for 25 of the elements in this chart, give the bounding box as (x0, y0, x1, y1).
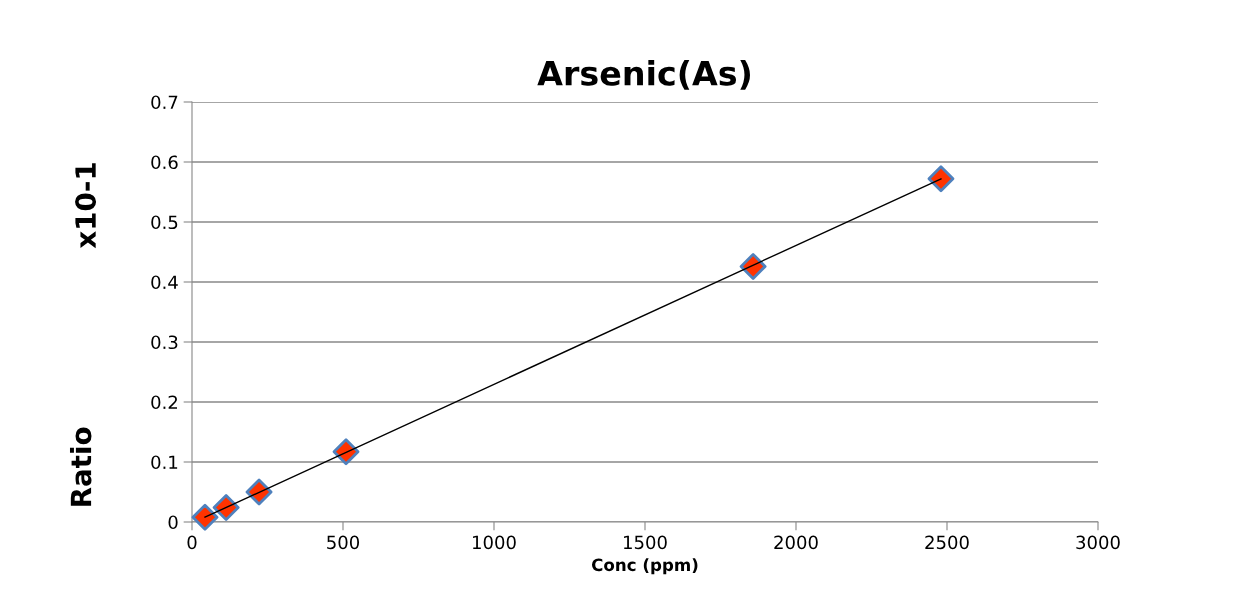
x-tick-label: 1500 (624, 535, 667, 550)
x-tick-label: 2500 (925, 535, 969, 550)
y-tick-label: 0.3 (151, 335, 178, 350)
point (191, 503, 219, 531)
y-tick-label: 0.6 (151, 155, 178, 170)
point (927, 165, 955, 193)
point (212, 494, 240, 522)
x-axis-title: Conc (ppm) (591, 558, 698, 575)
y-tick-label: 0 (168, 515, 178, 530)
x-tick-label: 1000 (473, 535, 516, 550)
y-tick-label: 0.2 (151, 395, 177, 410)
point (245, 478, 273, 506)
y-tick-label: 0.5 (151, 215, 178, 230)
y-tick-label: 0.7 (151, 95, 178, 110)
point (332, 438, 360, 466)
x-tick-label: 3000 (1076, 535, 1120, 550)
y-tick-label: 0.1 (151, 455, 178, 470)
text: x10-1 (75, 163, 97, 249)
x-tick-label: 500 (327, 535, 360, 550)
x-tick-label: 2000 (774, 535, 818, 550)
x-tick-label: 0 (187, 535, 197, 550)
chart-title: Arsenic(As) (537, 60, 750, 90)
y-axis-title: Ratio (69, 427, 92, 506)
point (739, 252, 767, 280)
y-tick-label: 0.4 (151, 275, 178, 290)
